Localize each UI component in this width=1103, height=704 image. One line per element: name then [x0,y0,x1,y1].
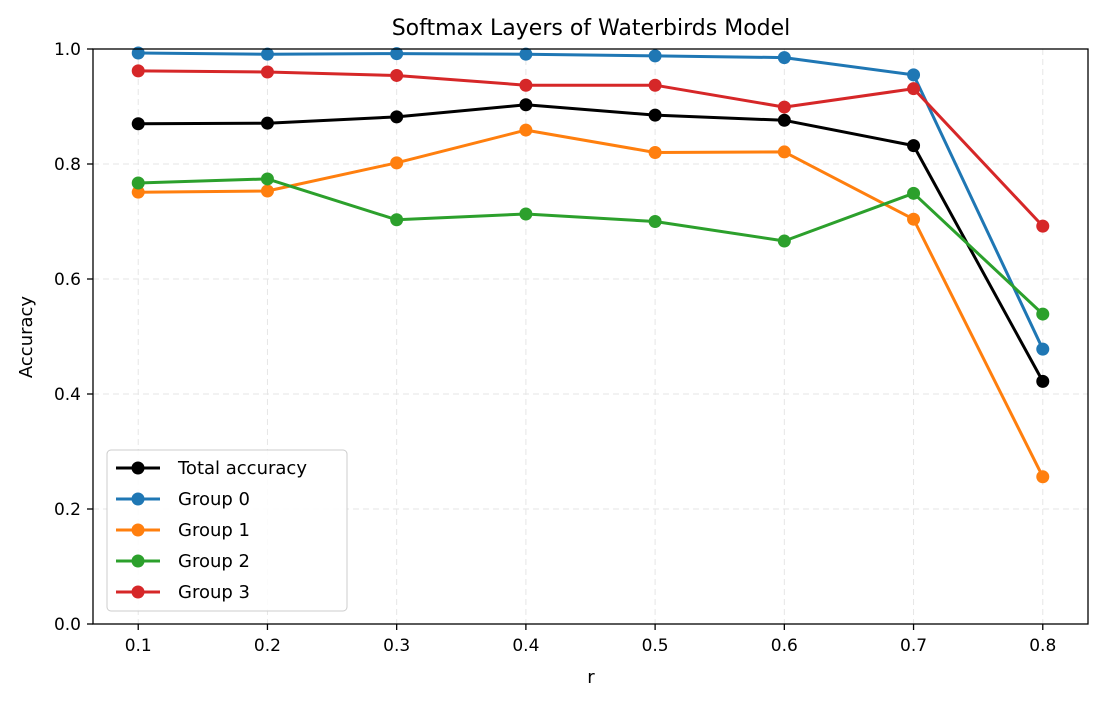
legend-entry: Group 2 [116,551,250,572]
series-3 [131,172,1050,321]
y-axis: 0.0 0.2 0.4 0.6 0.8 1.0 [54,40,93,635]
data-point [907,212,921,226]
data-point [131,185,145,199]
x-tick-label: 0.8 [1029,636,1056,656]
data-point [131,46,145,60]
data-point [260,184,274,198]
y-tick-label: 0.0 [54,615,81,635]
y-tick-label: 0.2 [54,500,81,520]
legend-entry: Group 3 [116,582,250,603]
data-point [131,117,145,131]
series-line [138,51,1045,350]
legend-label: Group 2 [178,551,250,572]
series-4 [131,64,1050,233]
data-point [907,82,921,96]
data-point [648,78,662,92]
data-point [907,139,921,153]
x-tick-label: 0.4 [512,636,539,656]
data-point [907,68,921,82]
legend: Total accuracy Group 0 Group 1 Group 2 Group… [106,449,348,612]
legend-swatch-marker [131,554,145,568]
legend-label: Group 0 [178,489,250,510]
legend-entry: Group 0 [116,489,250,510]
data-point [519,123,533,137]
series-line [138,69,1044,228]
legend-label: Group 3 [178,582,250,603]
legend-entry: Group 1 [116,520,250,541]
x-axis: 0.1 0.2 0.3 0.4 0.5 0.6 0.7 0.8 [125,624,1056,656]
series-layer [131,46,1050,484]
data-point [907,186,921,200]
data-point [390,68,404,82]
legend-swatch-marker [131,461,145,475]
data-point [648,215,662,228]
chart-title: Softmax Layers of Waterbirds Model [392,16,791,41]
data-point [777,234,791,248]
data-point [777,145,791,159]
data-point [777,113,791,127]
data-point [260,65,274,79]
y-tick-label: 0.8 [54,155,81,175]
data-point [390,47,404,61]
plot-frame [92,48,1089,625]
data-point [260,47,274,61]
data-point [390,213,404,227]
x-tick-label: 0.7 [900,636,927,656]
series-line [138,177,1044,316]
data-point [777,51,791,65]
data-point [1036,374,1050,388]
data-point [519,78,533,92]
data-point [260,172,274,186]
data-point [1036,470,1050,484]
data-point [648,146,662,159]
legend-label: Group 1 [178,520,250,541]
x-tick-label: 0.3 [383,636,410,656]
legend-swatch-marker [131,523,145,537]
data-point [519,47,533,61]
x-tick-label: 0.1 [125,636,152,656]
data-point [131,64,145,78]
data-point [648,49,662,63]
data-point [390,110,404,124]
data-point [260,116,274,130]
y-tick-label: 0.4 [54,385,81,405]
x-tick-label: 0.6 [771,636,798,656]
y-tick-label: 1.0 [54,40,81,60]
data-point [131,176,145,190]
y-axis-label: Accuracy [16,296,37,379]
y-tick-label: 0.6 [54,270,81,290]
data-point [390,156,404,170]
data-point [519,98,533,112]
x-tick-label: 0.5 [642,636,669,656]
legend-label: Total accuracy [177,458,307,479]
legend-swatch-marker [131,492,145,506]
data-point [648,108,662,122]
legend-box [106,449,348,612]
data-point [519,207,533,221]
data-point [1036,219,1050,233]
legend-entry: Total accuracy [116,458,307,479]
data-point [1036,307,1050,321]
x-tick-label: 0.2 [254,636,281,656]
data-point [777,100,791,114]
data-point [1036,342,1050,356]
x-axis-label: r [587,667,595,688]
series-0 [131,98,1050,388]
series-line [138,103,1045,383]
series-1 [131,46,1050,356]
legend-swatch-marker [131,585,145,599]
